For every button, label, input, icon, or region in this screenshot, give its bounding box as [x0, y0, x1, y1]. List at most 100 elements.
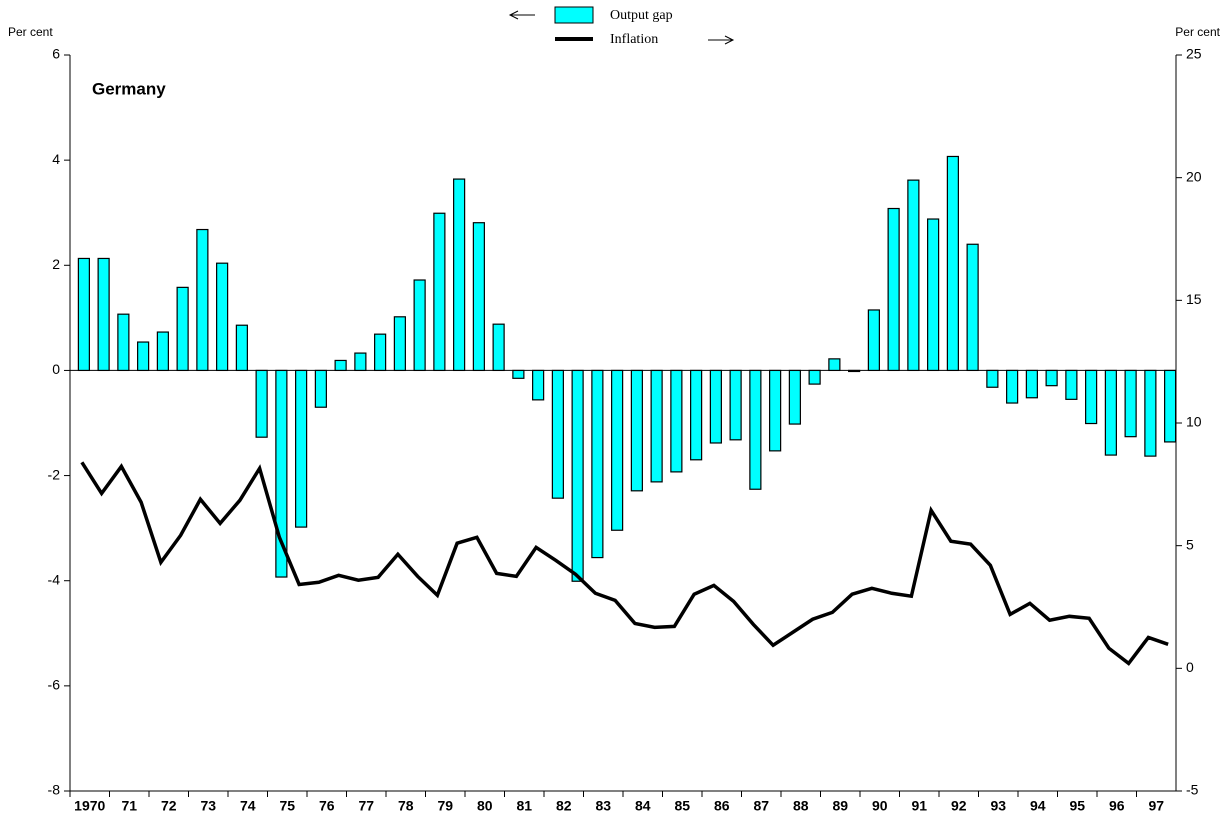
legend-arrow	[508, 10, 519, 20]
x-tick-label: 76	[319, 798, 335, 814]
bar	[77, 257, 90, 372]
y2-tick-label: 5	[1186, 536, 1194, 552]
legend-swatch	[554, 6, 594, 24]
bar	[255, 369, 268, 438]
bar	[611, 369, 624, 531]
bar	[986, 369, 999, 388]
bar	[867, 309, 880, 372]
x-tick-label: 95	[1069, 798, 1085, 814]
bar	[946, 155, 959, 372]
x-tick-label: 79	[437, 798, 453, 814]
x-tick-label: 94	[1030, 798, 1046, 814]
bar	[334, 359, 347, 372]
x-tick-label: 72	[161, 798, 177, 814]
x-tick-label: 86	[714, 798, 730, 814]
y2-tick-label: 25	[1186, 46, 1202, 62]
bar	[907, 179, 920, 372]
bar	[1025, 369, 1038, 399]
bar	[571, 369, 584, 582]
bar	[966, 243, 979, 372]
x-tick-label: 91	[911, 798, 927, 814]
y2-tick-label: 10	[1186, 414, 1202, 430]
x-tick-label: 1970	[74, 798, 105, 814]
y-tick-label: 0	[52, 361, 60, 377]
y-tick-label: -6	[48, 677, 61, 693]
y2-axis-label: Per cent	[1175, 25, 1220, 39]
bar	[413, 279, 426, 372]
bar	[769, 369, 782, 452]
bar	[1164, 369, 1177, 443]
bar	[828, 358, 841, 372]
x-tick-label: 84	[635, 798, 651, 814]
x-tick-label: 93	[990, 798, 1006, 814]
bar	[137, 341, 150, 372]
bar	[1144, 369, 1157, 457]
bar	[808, 369, 821, 385]
y-tick-label: -2	[48, 466, 61, 482]
bar	[670, 369, 683, 473]
bar	[472, 222, 485, 372]
x-tick-label: 83	[595, 798, 611, 814]
bar	[1065, 369, 1078, 400]
bar	[196, 228, 209, 372]
bar	[551, 369, 564, 499]
line	[80, 461, 1169, 666]
y-tick-label: 4	[52, 151, 60, 167]
bar	[117, 313, 130, 372]
bar	[176, 286, 189, 372]
x-tick-label: 89	[832, 798, 848, 814]
x-tick-label: 73	[200, 798, 216, 814]
y-tick-label: 6	[52, 46, 60, 62]
x-tick-label: 77	[358, 798, 374, 814]
y-tick-label: -8	[48, 782, 61, 798]
bar	[591, 369, 604, 559]
x-tick-label: 71	[121, 798, 137, 814]
bar	[729, 369, 742, 441]
x-tick-label: 90	[872, 798, 888, 814]
bar	[1085, 369, 1098, 425]
x-tick-label: 96	[1109, 798, 1125, 814]
x-tick-label: 85	[674, 798, 690, 814]
bar	[690, 369, 703, 461]
y-tick-label: 2	[52, 256, 60, 272]
bar	[709, 369, 722, 444]
x-tick-label: 97	[1148, 798, 1164, 814]
bar	[927, 218, 940, 372]
bar	[1045, 369, 1058, 387]
legend-arrow	[724, 35, 735, 45]
bar	[749, 369, 762, 490]
bar	[235, 324, 248, 372]
bar	[630, 369, 643, 492]
x-tick-label: 74	[240, 798, 256, 814]
bar	[433, 212, 446, 372]
bar	[887, 207, 900, 372]
legend-label: Output gap	[610, 8, 673, 23]
x-tick-label: 80	[477, 798, 493, 814]
bar	[374, 333, 387, 372]
y2-tick-label: 0	[1186, 659, 1194, 675]
bar	[295, 369, 308, 528]
y-axis-label: Per cent	[8, 25, 53, 39]
bar	[216, 262, 229, 372]
bar	[1104, 369, 1117, 456]
bar	[788, 369, 801, 425]
x-tick-label: 81	[516, 798, 532, 814]
x-tick-label: 92	[951, 798, 967, 814]
bar	[393, 316, 406, 372]
bar	[354, 352, 367, 372]
bar	[453, 178, 466, 372]
x-tick-label: 87	[753, 798, 769, 814]
x-tick-label: 78	[398, 798, 414, 814]
bar	[1006, 369, 1019, 404]
bar	[492, 323, 505, 372]
bar	[532, 369, 545, 401]
x-tick-label: 82	[556, 798, 572, 814]
y2-tick-label: 20	[1186, 168, 1202, 184]
bar	[848, 369, 861, 373]
bar	[314, 369, 327, 408]
bar	[275, 369, 288, 578]
chart-title: Germany	[92, 79, 166, 98]
legend-label: Inflation	[610, 32, 658, 47]
y2-tick-label: 15	[1186, 291, 1202, 307]
